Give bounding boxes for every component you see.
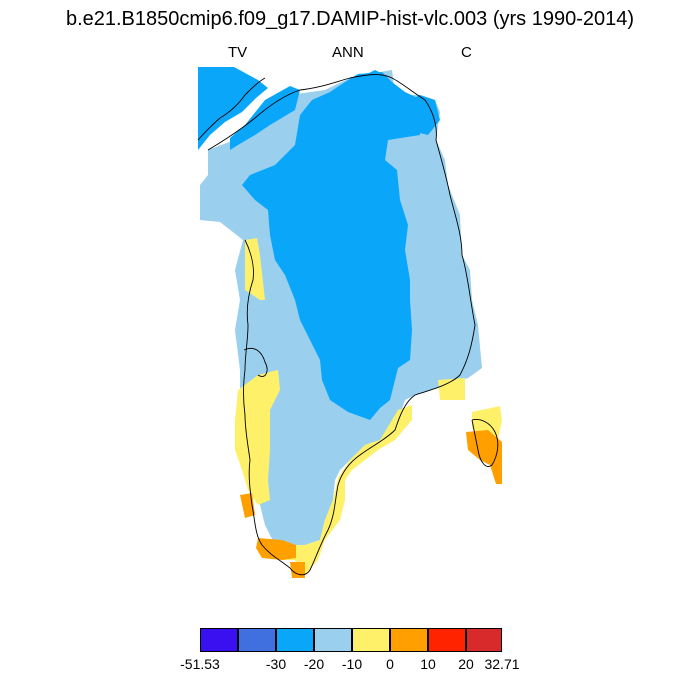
center-label: ANN (332, 44, 364, 61)
colorbar-box (314, 628, 352, 652)
orange-south-tip (290, 562, 305, 578)
orange-south-tip (256, 538, 296, 560)
nw-blue-region (230, 86, 300, 150)
colorbar-box (276, 628, 314, 652)
orange-east-island (466, 430, 502, 484)
colorbar-box (238, 628, 276, 652)
yellow-east-patch (438, 378, 465, 400)
coastline (197, 74, 499, 576)
colorbar-box (352, 628, 390, 652)
colorbar-box (466, 628, 502, 652)
yellow-west-coast (235, 370, 280, 505)
left-label: TV (228, 44, 248, 61)
central-blue-region (242, 72, 422, 420)
colorbar-label: 20 (458, 656, 474, 672)
colorbar-label: 32.71 (484, 656, 520, 672)
map-title: b.e21.B1850cmip6.f09_g17.DAMIP-hist-vlc.… (65, 8, 635, 30)
colorbar-label: -10 (341, 656, 363, 672)
right-label: C (461, 44, 472, 61)
colorbar-label: -51.53 (180, 656, 220, 672)
colorbar-box (200, 628, 238, 652)
colorbar-label: 0 (386, 656, 394, 672)
north-blue-region (350, 70, 440, 135)
colorbar-box (428, 628, 466, 652)
yellow-west-coast (245, 238, 265, 300)
colorbar-label: -30 (265, 656, 287, 672)
yellow-southeast-coast (275, 405, 412, 575)
colorbar-label: -20 (303, 656, 325, 672)
colorbar-label: 10 (420, 656, 436, 672)
colorbar-box (390, 628, 428, 652)
